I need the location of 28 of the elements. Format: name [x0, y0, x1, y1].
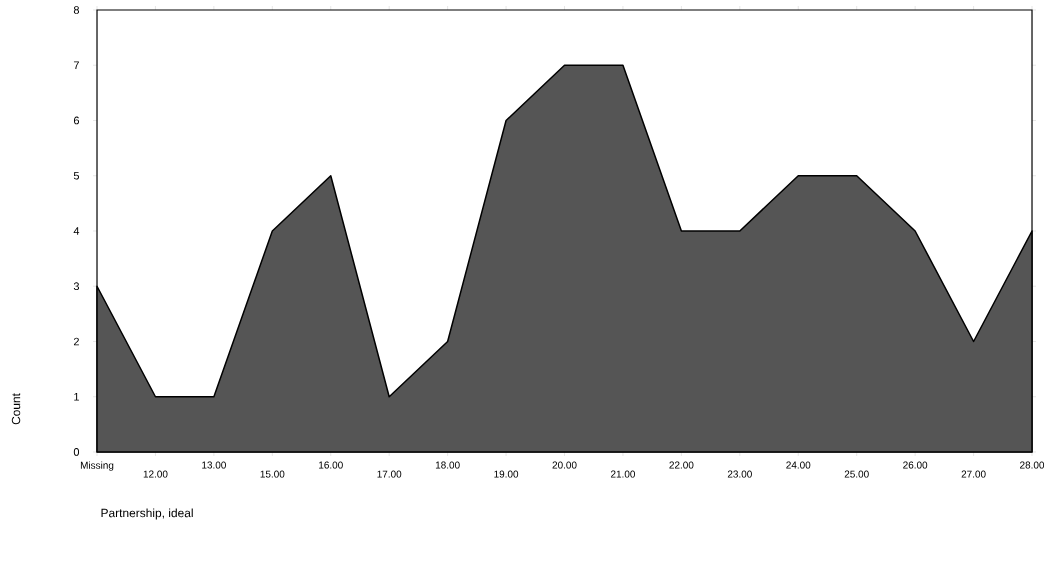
x-tick-label: 19.00 — [494, 470, 519, 478]
y-axis-title: Count — [11, 393, 21, 425]
x-tick-label: 18.00 — [435, 461, 460, 469]
x-tick-label: 16.00 — [319, 461, 343, 469]
x-tick-label: 13.00 — [202, 461, 226, 469]
y-tick-label: 2 — [73, 337, 79, 346]
y-tick-label: 8 — [73, 6, 80, 14]
x-tick-label: 24.00 — [786, 461, 811, 469]
x-tick-label: 26.00 — [903, 461, 928, 469]
x-tick-label: 17.00 — [377, 470, 402, 478]
y-tick-label: 1 — [74, 392, 79, 401]
x-tick-label: 23.00 — [727, 470, 752, 478]
y-tick-label: 6 — [73, 116, 80, 125]
x-tick-label: 27.00 — [961, 470, 986, 478]
x-tick-label: 12.00 — [143, 470, 168, 478]
x-tick-label: 20.00 — [552, 461, 577, 469]
x-tick-label: 21.00 — [610, 470, 636, 478]
x-tick-label: 15.00 — [260, 470, 285, 478]
x-tick-label: 28.00 — [1020, 461, 1045, 469]
x-tick-label: Missing — [80, 461, 114, 471]
x-tick-label: 22.00 — [669, 461, 694, 469]
y-tick-label: 5 — [73, 171, 80, 180]
y-tick-label: 3 — [73, 282, 80, 291]
x-axis-title: Partnership, ideal — [101, 508, 193, 520]
y-tick-label: 0 — [73, 448, 80, 456]
y-tick-label: 4 — [73, 227, 80, 235]
x-tick-label: 25.00 — [844, 470, 869, 478]
y-tick-label: 7 — [73, 61, 79, 70]
